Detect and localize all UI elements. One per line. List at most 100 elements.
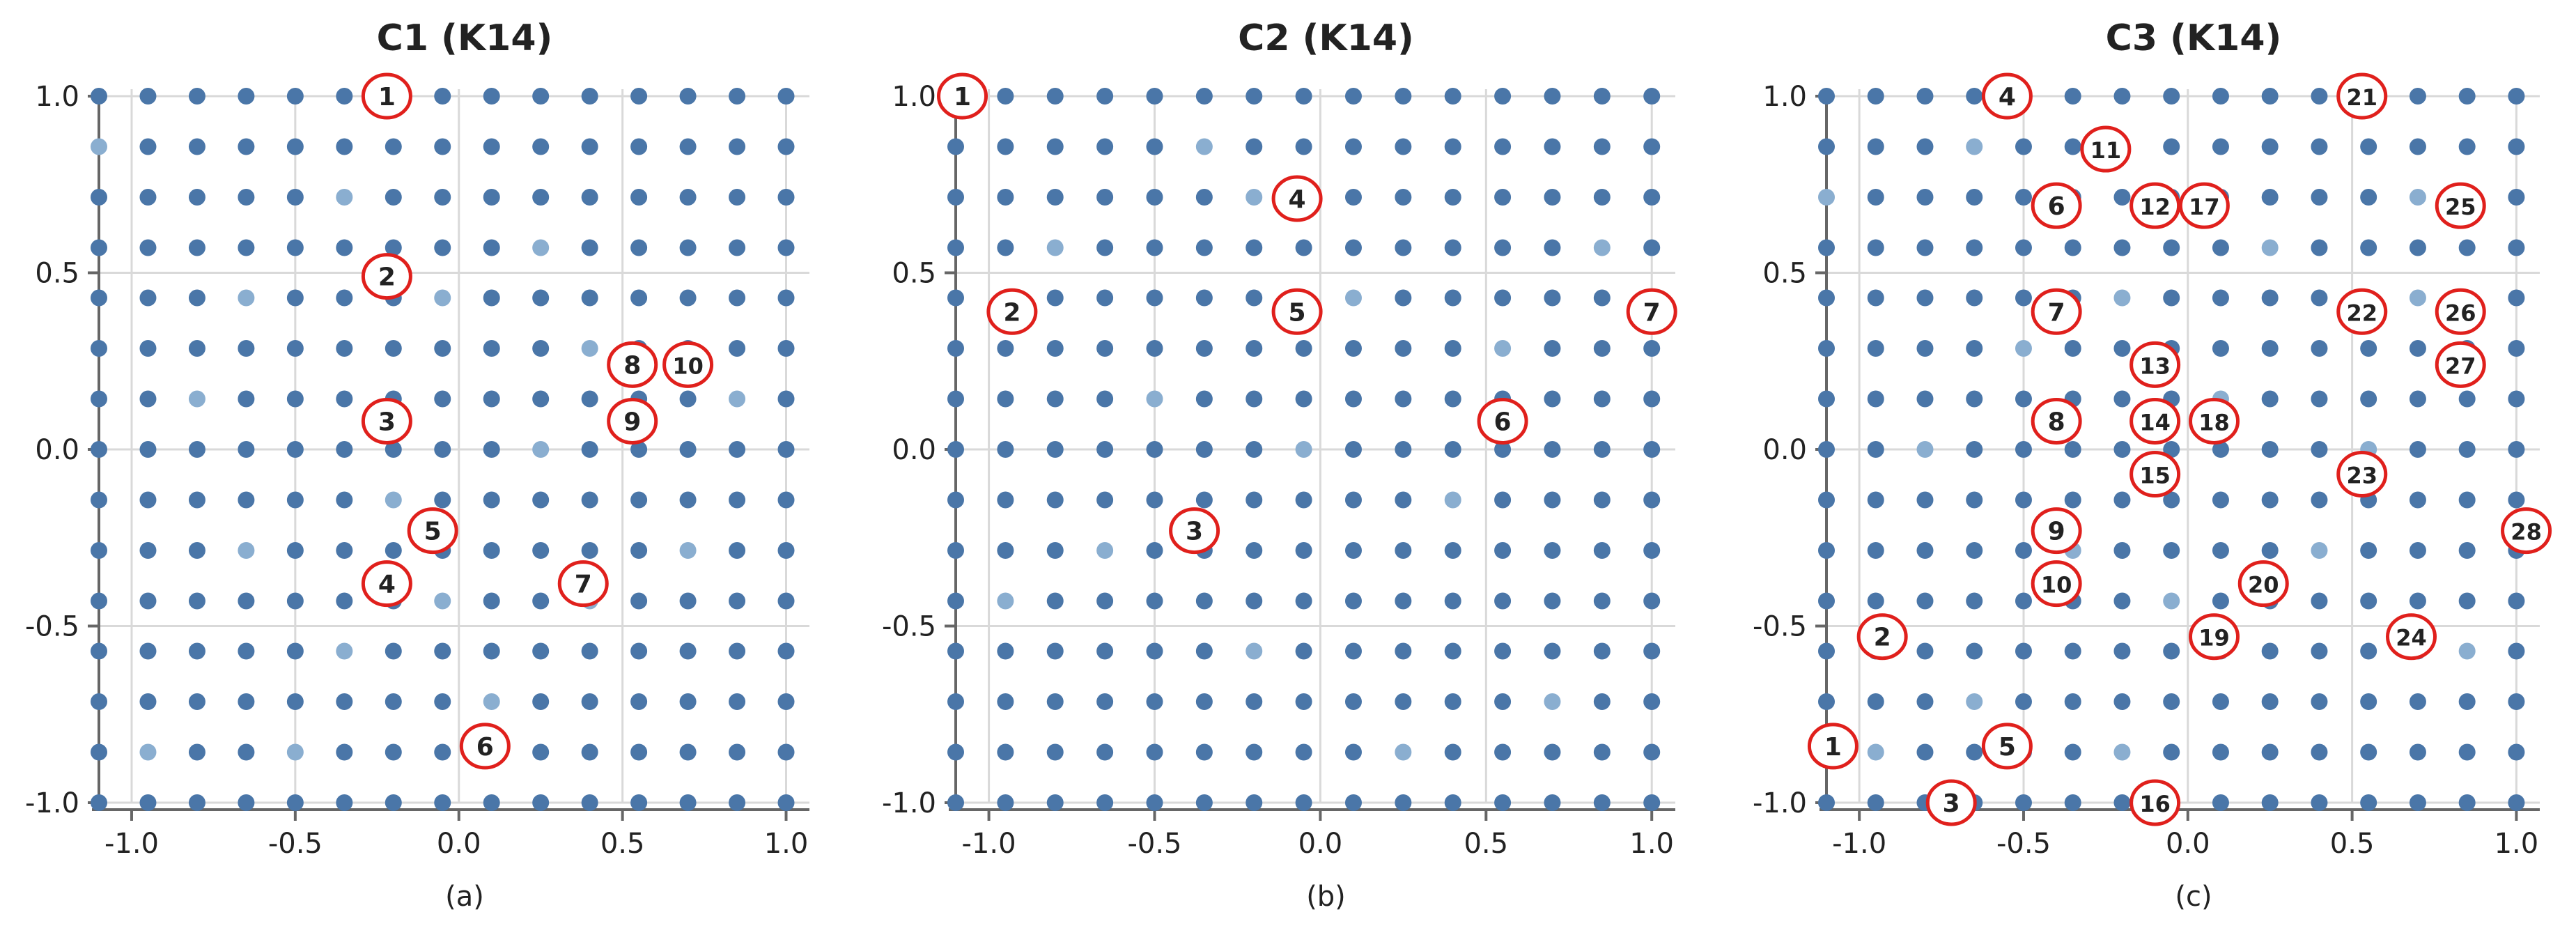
data-point (483, 239, 500, 256)
data-point (2113, 693, 2131, 710)
data-point (2409, 390, 2426, 408)
marker-number: 4 (1289, 185, 1306, 214)
marker-label: 7 (1626, 288, 1677, 335)
data-point (2212, 339, 2229, 357)
data-point (1295, 794, 1312, 811)
marker-circle (2336, 72, 2388, 120)
data-point (1395, 592, 1412, 610)
marker-circle (2189, 397, 2240, 445)
data-point (1593, 289, 1611, 307)
data-point (1818, 88, 1835, 105)
data-point (1295, 441, 1312, 458)
data-point (2360, 743, 2377, 761)
data-point (1344, 189, 1362, 206)
marker-circle (937, 72, 988, 120)
data-point (2458, 592, 2476, 610)
marker-number: 3 (1186, 518, 1203, 546)
data-point (1494, 289, 1512, 307)
data-point (1195, 88, 1213, 105)
marker-number: 22 (2346, 300, 2377, 326)
marker-label: 2 (361, 253, 412, 300)
data-point (679, 542, 697, 560)
data-point (1494, 743, 1512, 761)
data-point (2113, 189, 2131, 206)
y-tick-label: 1.0 (35, 81, 79, 113)
data-point (483, 339, 500, 357)
data-point (997, 743, 1014, 761)
data-point (1246, 592, 1263, 610)
marker-circle (2031, 507, 2082, 555)
data-point (1867, 289, 1884, 307)
data-point (286, 239, 304, 256)
data-point (1916, 88, 1934, 105)
marker-circle (2031, 560, 2082, 608)
data-point (777, 239, 795, 256)
marker-circle (1477, 397, 1528, 445)
data-point (1344, 794, 1362, 811)
data-point (238, 794, 255, 811)
data-point (1444, 390, 1461, 408)
data-point (2113, 542, 2131, 560)
data-point (1246, 542, 1263, 560)
data-point (729, 189, 746, 206)
data-point (1867, 390, 1884, 408)
data-point (238, 592, 255, 610)
data-point (434, 239, 451, 256)
data-point (2261, 88, 2279, 105)
data-point (729, 542, 746, 560)
data-point (2360, 189, 2377, 206)
marker-circle (2129, 341, 2181, 388)
data-point (336, 189, 353, 206)
data-point (1494, 189, 1512, 206)
y-tick-label: -0.5 (882, 611, 936, 643)
data-point (729, 88, 746, 105)
data-point (336, 88, 353, 105)
data-point (2458, 239, 2476, 256)
data-point (1544, 693, 1561, 710)
data-point (1593, 592, 1611, 610)
data-point (997, 642, 1014, 660)
marker-label: 3 (361, 397, 412, 445)
data-point (1867, 592, 1884, 610)
data-point (1494, 693, 1512, 710)
data-point (1195, 642, 1213, 660)
data-point (630, 138, 648, 155)
data-point (2015, 339, 2032, 357)
data-point (2015, 592, 2032, 610)
data-point (238, 189, 255, 206)
data-point (679, 138, 697, 155)
data-point (532, 642, 550, 660)
data-point (777, 390, 795, 408)
marker-circle (2080, 125, 2132, 173)
data-point (2261, 491, 2279, 509)
data-point (2163, 289, 2180, 307)
data-point (385, 239, 402, 256)
marker-circle (2031, 397, 2082, 445)
data-point (139, 642, 157, 660)
data-point (2113, 743, 2131, 761)
data-point (91, 441, 107, 458)
data-point (2163, 239, 2180, 256)
data-point (2261, 239, 2279, 256)
marker-circle (1925, 779, 1977, 826)
data-point (2212, 743, 2229, 761)
data-point (2409, 794, 2426, 811)
marker-number: 28 (2511, 519, 2542, 546)
data-point (1395, 743, 1412, 761)
data-point (139, 491, 157, 509)
data-point (581, 693, 598, 710)
data-point (1494, 339, 1512, 357)
data-point (947, 289, 964, 307)
data-point (630, 491, 648, 509)
marker-label: 24 (2385, 613, 2437, 661)
data-point (1494, 491, 1512, 509)
data-point (1195, 693, 1213, 710)
data-point (1867, 491, 1884, 509)
data-point (2409, 239, 2426, 256)
data-point (679, 289, 697, 307)
panel-caption: (c) (2175, 881, 2212, 913)
data-point (1046, 289, 1064, 307)
data-point (1966, 693, 1983, 710)
data-point (997, 693, 1014, 710)
marker-number: 15 (2139, 462, 2171, 488)
